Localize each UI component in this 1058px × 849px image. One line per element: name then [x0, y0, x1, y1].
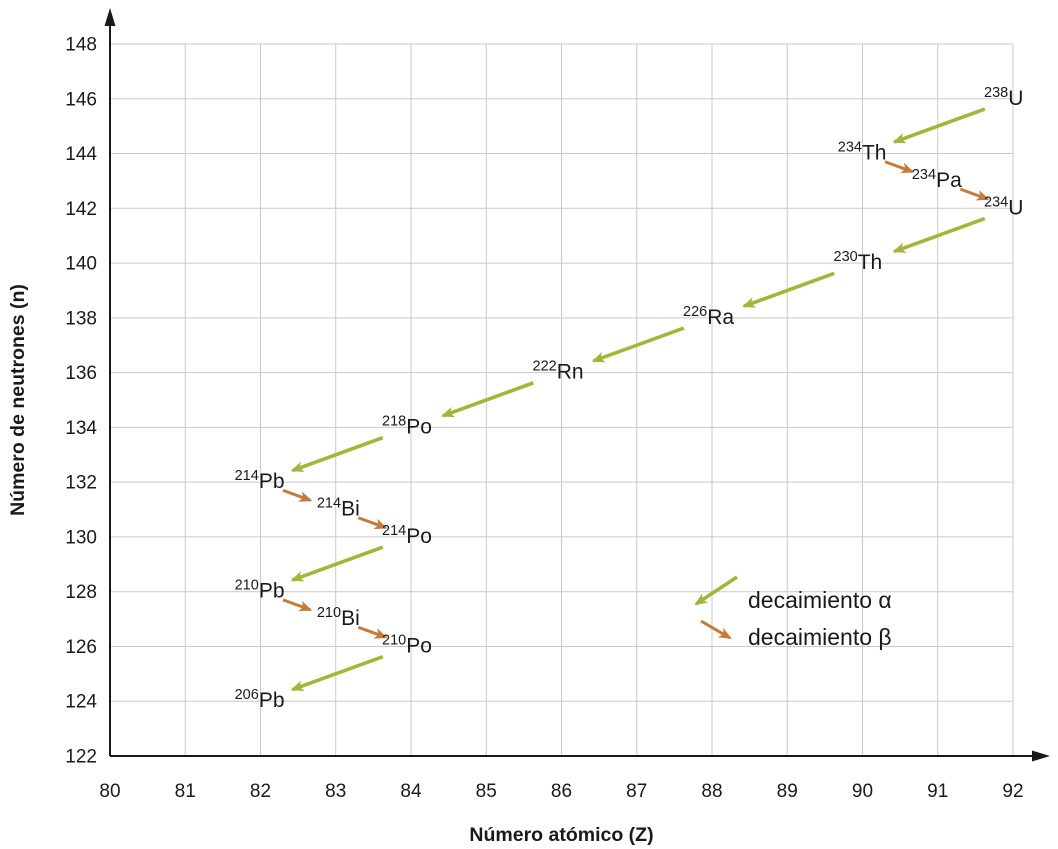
nuclide-label: 234Th [838, 140, 887, 165]
decay-arrow-beta [959, 187, 990, 201]
decay-arrow-alpha [290, 435, 384, 473]
legend-alpha-arrow-icon [694, 575, 738, 606]
y-tick-label: 146 [65, 89, 97, 110]
decay-arrow-beta [884, 160, 915, 174]
x-tick-label: 83 [325, 781, 346, 802]
y-tick-label: 138 [65, 308, 97, 329]
x-tick-label: 87 [626, 781, 647, 802]
x-tick-label: 90 [852, 781, 873, 802]
decay-arrow-beta [282, 598, 313, 612]
nuclide-label: 206Pb [235, 687, 285, 712]
decay-arrow-alpha [441, 381, 534, 418]
decay-arrow-alpha [892, 107, 986, 144]
nuclide-label: 222Rn [533, 359, 584, 384]
y-axis-title: Número de neutrones (n) [7, 284, 29, 516]
x-axis-title: Número atómico (Z) [469, 824, 653, 846]
y-tick-label: 122 [65, 747, 97, 768]
y-tick-label: 128 [65, 582, 97, 603]
nuclide-label: 218Po [382, 413, 432, 438]
nuclide-label: 230Th [834, 249, 883, 274]
y-tick-label: 136 [65, 363, 97, 384]
x-tick-label: 89 [777, 781, 798, 802]
nuclide-label: 210Pb [235, 578, 285, 603]
legend-beta-arrow-icon [700, 619, 732, 640]
decay-arrow-beta [282, 488, 313, 502]
x-tick-label: 80 [99, 781, 120, 802]
nuclide-label: 234Pa [912, 167, 962, 192]
x-tick-label: 81 [175, 781, 196, 802]
y-tick-label: 148 [65, 35, 97, 56]
y-tick-label: 124 [65, 692, 97, 713]
x-tick-label: 92 [1002, 781, 1023, 802]
y-tick-label: 130 [65, 527, 97, 548]
y-tick-label: 132 [65, 473, 97, 494]
y-tick-label: 134 [65, 418, 97, 439]
x-tick-label: 91 [927, 781, 948, 802]
nuclide-label: 234U [984, 194, 1023, 219]
y-tick-label: 142 [65, 199, 97, 220]
nuclide-label: 214Pb [235, 468, 285, 493]
decay-arrow-alpha [892, 216, 986, 254]
x-tick-label: 84 [400, 781, 422, 802]
y-tick-label: 140 [65, 254, 97, 275]
nuclide-label: 226Ra [683, 304, 734, 329]
nuclide-label: 238U [984, 85, 1023, 110]
nuclide-label: 214Bi [317, 496, 360, 521]
y-tick-label: 144 [65, 144, 97, 165]
x-tick-label: 82 [250, 781, 271, 802]
decay-arrow-beta [357, 516, 388, 530]
x-tick-label: 86 [551, 781, 572, 802]
decay-arrow-alpha [290, 655, 384, 692]
legend: decaimiento α decaimiento β [694, 575, 892, 650]
legend-alpha-label: decaimiento α [748, 587, 892, 613]
x-tick-label: 88 [701, 781, 722, 802]
decay-arrow-alpha [742, 271, 835, 308]
x-axis-arrow-icon [1032, 750, 1050, 762]
x-tick-label: 85 [476, 781, 497, 802]
legend-beta-label: decaimiento β [748, 624, 892, 650]
decay-arrow-alpha [591, 326, 685, 363]
nuclide-label: 210Po [382, 632, 432, 657]
y-tick-label: 126 [65, 637, 97, 658]
decay-arrow-alpha [290, 545, 384, 582]
decay-arrow-beta [357, 625, 388, 639]
nuclide-label: 210Bi [317, 605, 360, 630]
y-axis-arrow-icon [104, 8, 116, 26]
nuclide-label: 214Po [382, 523, 432, 548]
